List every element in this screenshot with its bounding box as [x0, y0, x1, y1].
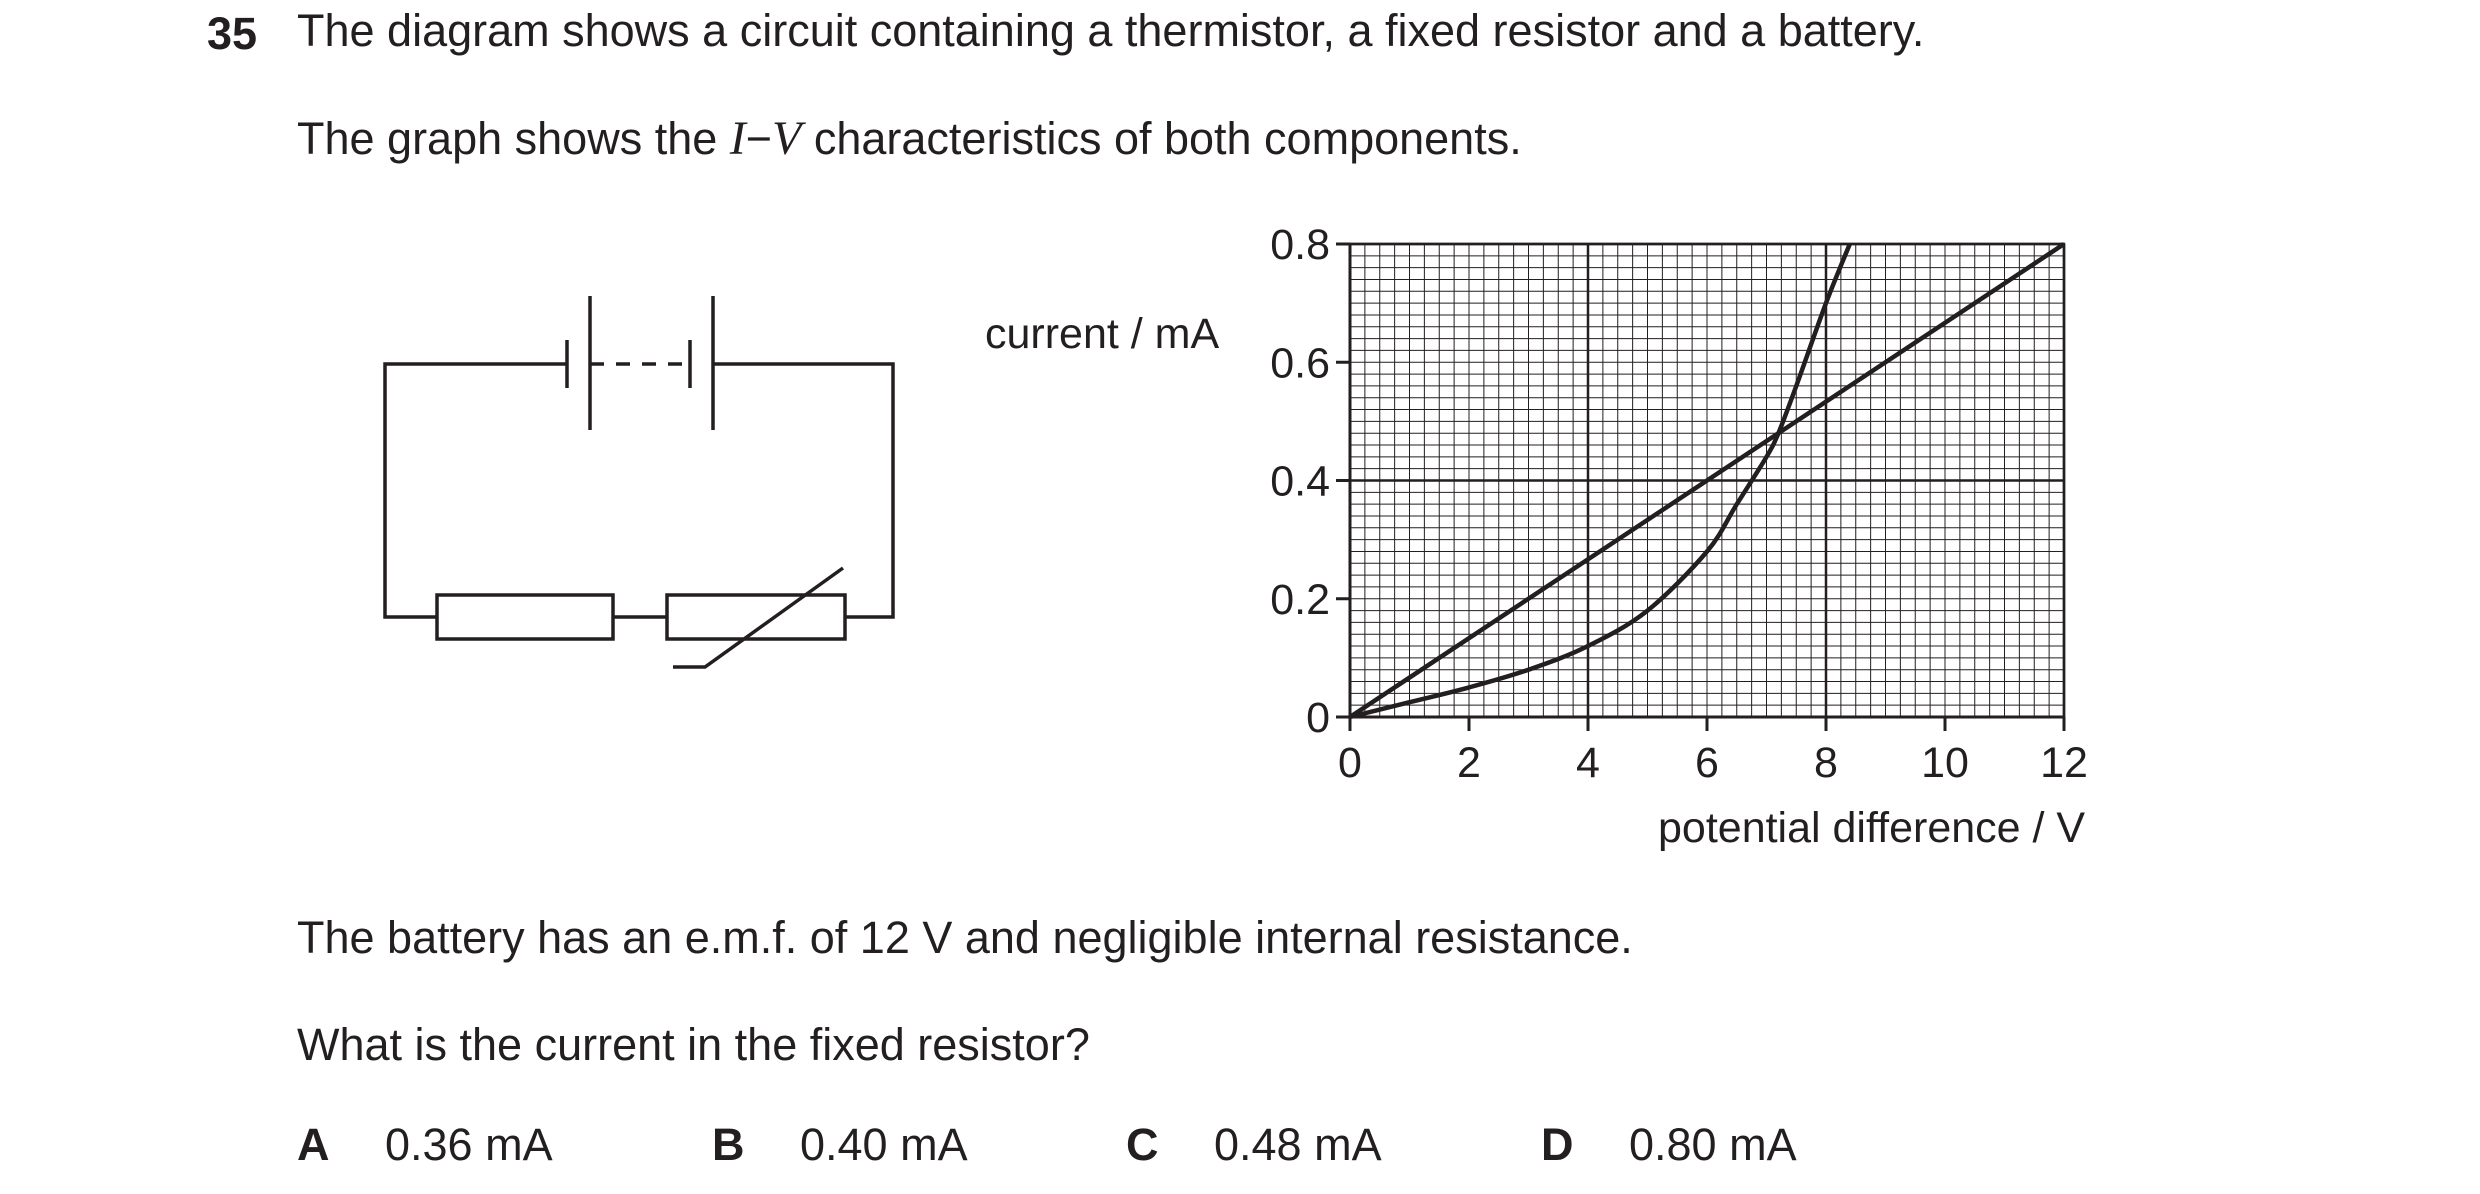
x-axis-label: potential difference / V: [1658, 804, 2085, 852]
x-tick-label: 12: [2040, 739, 2088, 787]
series-fixed-resistor-line: [1348, 242, 2066, 719]
x-tick-label: 8: [1814, 739, 1838, 787]
option-d-value: 0.80 mA: [1629, 1119, 1797, 1170]
x-tick-label: 2: [1457, 739, 1481, 787]
y-tick-label: 0.4: [1270, 458, 1330, 506]
option-b[interactable]: B: [712, 1122, 745, 1167]
x-tick-label: 6: [1695, 739, 1719, 787]
option-c[interactable]: C: [1126, 1122, 1159, 1167]
fixed-resistor: [435, 593, 615, 641]
y-tick-label: 0.8: [1270, 221, 1330, 269]
question-number: 35: [207, 8, 258, 59]
x-tick-label: 10: [1921, 739, 1969, 787]
data-series: [1348, 242, 2066, 720]
tick-labels: 0 2 4 6 8 10 12 0 0.2 0.4 0.6 0.8: [1270, 221, 2088, 787]
thermistor-diagonal: [673, 566, 845, 669]
option-letter: D: [1541, 1119, 1574, 1170]
option-letter: B: [712, 1119, 745, 1170]
y-tick-label: 0.2: [1270, 576, 1330, 624]
option-c-value: 0.48 mA: [1214, 1119, 1382, 1170]
thermistor-body: [665, 593, 847, 641]
question-line-1: The diagram shows a circuit containing a…: [297, 5, 1925, 56]
series-thermistor-curve: [1349, 243, 1852, 720]
x-tick-label: 4: [1576, 739, 1600, 787]
circuit-wire: [713, 362, 895, 619]
question-line-2: The graph shows the I−V characteristics …: [297, 112, 1522, 165]
option-b-value: 0.40 mA: [800, 1119, 968, 1170]
circuit-wire: [383, 362, 567, 619]
option-letter: A: [297, 1119, 330, 1170]
y-axis-label: current / mA: [985, 310, 1219, 358]
y-tick-label: 0: [1306, 694, 1330, 742]
option-a[interactable]: A: [297, 1122, 330, 1167]
question-line-4: What is the current in the fixed resisto…: [297, 1019, 1090, 1070]
question-line-3: The battery has an e.m.f. of 12 V and ne…: [297, 912, 1633, 963]
option-a-value: 0.36 mA: [385, 1119, 553, 1170]
option-d[interactable]: D: [1541, 1122, 1574, 1167]
tick-marks: [1336, 242, 2066, 731]
y-tick-label: 0.6: [1270, 339, 1330, 387]
option-letter: C: [1126, 1119, 1159, 1170]
x-tick-label: 0: [1338, 739, 1362, 787]
